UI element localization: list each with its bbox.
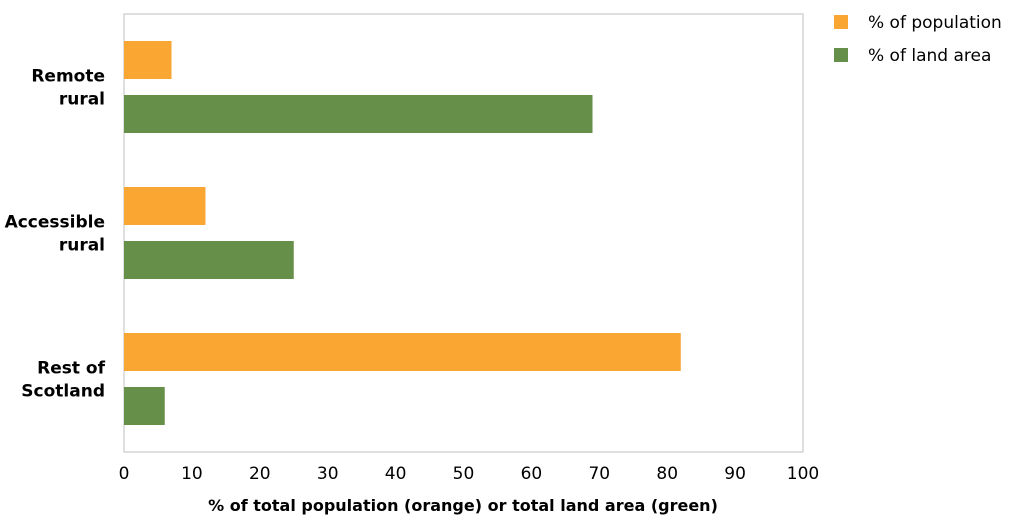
bar-accessible-rural-population: [124, 187, 206, 225]
x-tick-label: 20: [249, 464, 271, 484]
bar-remote-rural-land-area: [124, 95, 593, 133]
legend-label-land-area: % of land area: [868, 46, 991, 66]
category-labels: Remote rural Accessible rural Rest of Scotlan…: [5, 67, 106, 402]
x-tick-label: 40: [385, 464, 407, 484]
x-tick-label: 0: [119, 464, 130, 484]
x-tick-label: 80: [656, 464, 678, 484]
bars-layer: [124, 41, 681, 425]
legend: % of population % of land area: [834, 13, 1002, 66]
bar-accessible-rural-land-area: [124, 241, 294, 279]
x-tick-label: 70: [588, 464, 610, 484]
x-tick-label: 60: [521, 464, 543, 484]
bar-rest-of-scotland-land-area: [124, 387, 165, 425]
bar-rest-of-scotland-population: [124, 333, 681, 371]
bar-remote-rural-population: [124, 41, 172, 79]
x-tick-label: 30: [317, 464, 339, 484]
x-axis-title: % of total population (orange) or total …: [208, 496, 718, 515]
x-tick-label: 50: [453, 464, 475, 484]
category-label-remote-rural: Remote rural: [31, 67, 105, 110]
x-tick-label: 90: [724, 464, 746, 484]
category-label-rest-of-scotland: Rest of Scotland: [21, 359, 105, 402]
legend-swatch-population: [834, 15, 848, 29]
x-tick-label: 10: [181, 464, 203, 484]
category-label-accessible-rural: Accessible rural: [5, 213, 105, 256]
plot-area-frame: [123, 13, 804, 453]
x-axis-ticks: 0 10 20 30 40 50 60 70 80 90 100: [119, 464, 820, 484]
legend-label-population: % of population: [868, 13, 1002, 33]
x-tick-label: 100: [787, 464, 819, 484]
legend-swatch-land-area: [834, 48, 848, 62]
